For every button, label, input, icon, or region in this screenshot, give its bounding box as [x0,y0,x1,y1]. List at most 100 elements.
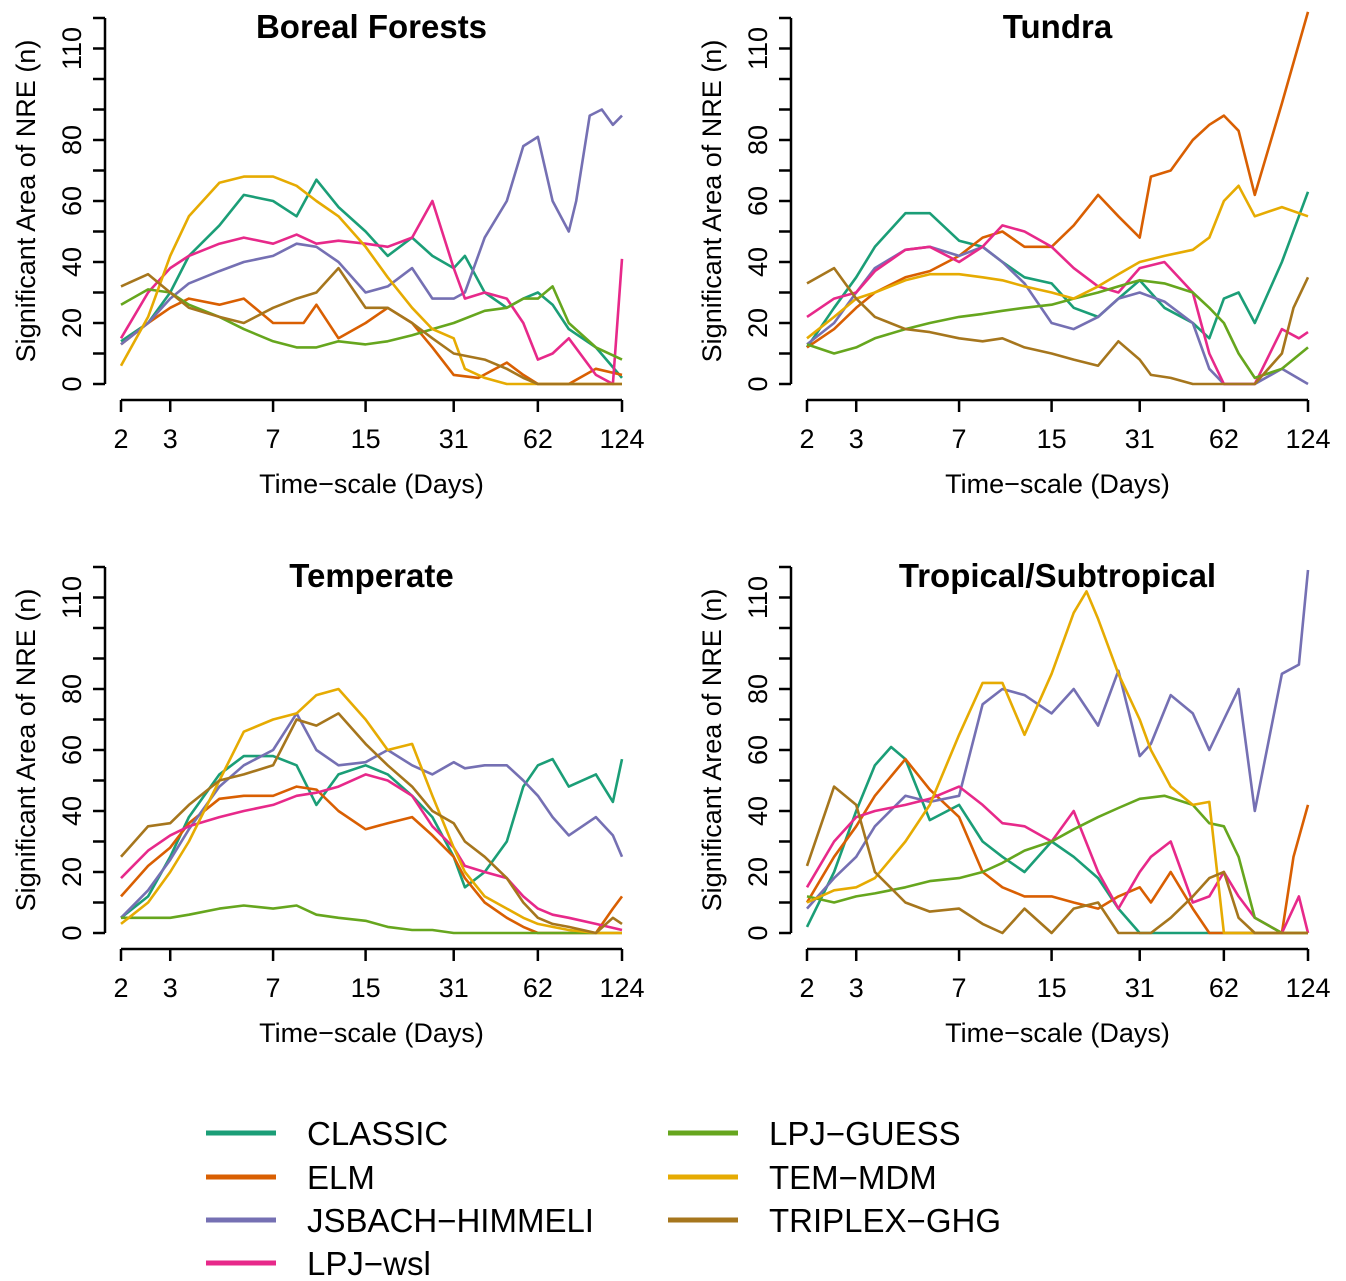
x-tick-label: 62 [1209,424,1239,454]
y-tick-label: 110 [57,576,87,619]
x-axis-label: Time−scale (Days) [945,469,1170,499]
series-line-classic [120,178,623,379]
y-tick-label: 40 [57,247,87,277]
x-tick-label: 3 [163,973,178,1003]
panel-title: Boreal Forests [256,8,487,45]
series-line-triplex-ghg [120,266,622,386]
x-tick-label: 3 [163,424,178,454]
series-line-triplex-ghg [806,266,1310,386]
series-line-lpj-guess [120,285,623,361]
y-tick-label: 40 [743,796,773,826]
y-tick-label: 20 [743,857,773,887]
panel-2: 2 3 7 15 31 62 124 0 20 40 60 80 110 Temperate Time−sc… [11,557,645,1048]
legend-item: TEM−MDM [668,1159,937,1196]
x-tick-label: 31 [1125,424,1155,454]
series-line-elm [120,297,623,386]
y-tick-label: 20 [743,308,773,338]
x-tick-label: 15 [1037,424,1067,454]
legend-label: TEM−MDM [769,1159,937,1196]
legend-label: TRIPLEX−GHG [769,1202,1001,1239]
x-tick-label: 7 [266,424,281,454]
y-tick-label: 110 [743,576,773,619]
x-axis-label: Time−scale (Days) [945,1018,1170,1048]
x-tick-label: 62 [523,424,553,454]
y-tick-label: 40 [743,247,773,277]
x-tick-label: 31 [439,424,469,454]
y-tick-label: 60 [743,735,773,765]
series-line-jsbach-himmeli [120,712,624,919]
panel-title: Tundra [1003,8,1113,45]
y-tick-label: 80 [57,674,87,704]
x-tick-label: 15 [351,973,381,1003]
x-tick-label: 124 [1285,424,1330,454]
legend-label: JSBACH−HIMMELI [307,1202,594,1239]
legend-item: CLASSIC [206,1115,448,1152]
x-tick-label: 124 [1285,973,1330,1003]
y-tick-label: 0 [743,925,773,940]
y-tick-label: 110 [57,27,87,70]
series-line-classic [805,191,1310,349]
y-axis-label: Significant Area of NRE (n) [11,589,41,912]
panel-1: 2 3 7 15 31 62 124 0 20 40 60 80 110 Tundra Time−scale… [697,8,1331,499]
y-tick-label: 0 [743,376,773,391]
x-tick-label: 7 [952,424,967,454]
x-tick-label: 124 [599,973,644,1003]
legend-label: LPJ−wsl [307,1245,431,1281]
y-tick-label: 40 [57,796,87,826]
x-tick-label: 15 [351,424,381,454]
y-tick-label: 110 [743,27,773,70]
panel-title: Tropical/Subtropical [899,557,1216,594]
series-line-lpj-wsl [120,773,623,932]
legend-item: ELM [206,1159,375,1196]
x-tick-label: 2 [799,424,814,454]
x-tick-label: 31 [1125,973,1155,1003]
y-tick-label: 80 [57,125,87,155]
series-line-lpj-guess [806,794,1308,935]
series-line-classic [805,745,1308,935]
x-tick-label: 62 [1209,973,1239,1003]
x-axis-label: Time−scale (Days) [259,1018,484,1048]
y-tick-label: 20 [57,857,87,887]
x-tick-label: 3 [849,424,864,454]
series-line-lpj-wsl [805,785,1310,935]
x-tick-label: 3 [849,973,864,1003]
x-tick-label: 2 [799,973,814,1003]
x-tick-label: 31 [439,973,469,1003]
x-tick-label: 62 [523,973,553,1003]
y-tick-label: 80 [743,125,773,155]
x-tick-label: 124 [599,424,644,454]
y-axis-label: Significant Area of NRE (n) [697,589,727,912]
y-axis-label: Significant Area of NRE (n) [697,40,727,363]
series-line-classic [120,754,624,919]
series-line-tem-mdm [119,175,622,386]
y-tick-label: 60 [57,735,87,765]
panel-title: Temperate [289,557,453,594]
legend-label: LPJ−GUESS [769,1115,961,1152]
x-tick-label: 2 [113,424,128,454]
series-line-lpj-wsl [119,199,624,386]
x-tick-label: 7 [266,973,281,1003]
legend-item: LPJ−GUESS [668,1115,961,1152]
series-line-tem-mdm [806,184,1309,340]
x-tick-label: 15 [1037,973,1067,1003]
y-tick-label: 0 [57,925,87,940]
x-tick-label: 2 [113,973,128,1003]
legend-item: LPJ−wsl [206,1245,431,1281]
series-line-lpj-wsl [806,224,1309,386]
series-line-jsbach-himmeli [120,108,623,346]
y-axis-label: Significant Area of NRE (n) [11,40,41,363]
legend-item: JSBACH−HIMMELI [206,1202,594,1239]
series-line-tem-mdm [806,590,1308,935]
y-tick-label: 60 [743,186,773,216]
x-axis-label: Time−scale (Days) [259,469,484,499]
panel-3: 2 3 7 15 31 62 124 0 20 40 60 80 110 Tropical/Subtrop… [697,557,1331,1048]
series-line-lpj-guess [121,904,622,935]
y-tick-label: 0 [57,376,87,391]
legend-label: ELM [307,1159,375,1196]
legend: CLASSIC ELM JSBACH−HIMMELI LPJ−wsl LPJ−GUESS… [206,1115,1001,1281]
series-line-elm [806,11,1310,349]
legend-label: CLASSIC [307,1115,448,1152]
series-line-triplex-ghg [120,712,623,935]
legend-item: TRIPLEX−GHG [668,1202,1001,1239]
